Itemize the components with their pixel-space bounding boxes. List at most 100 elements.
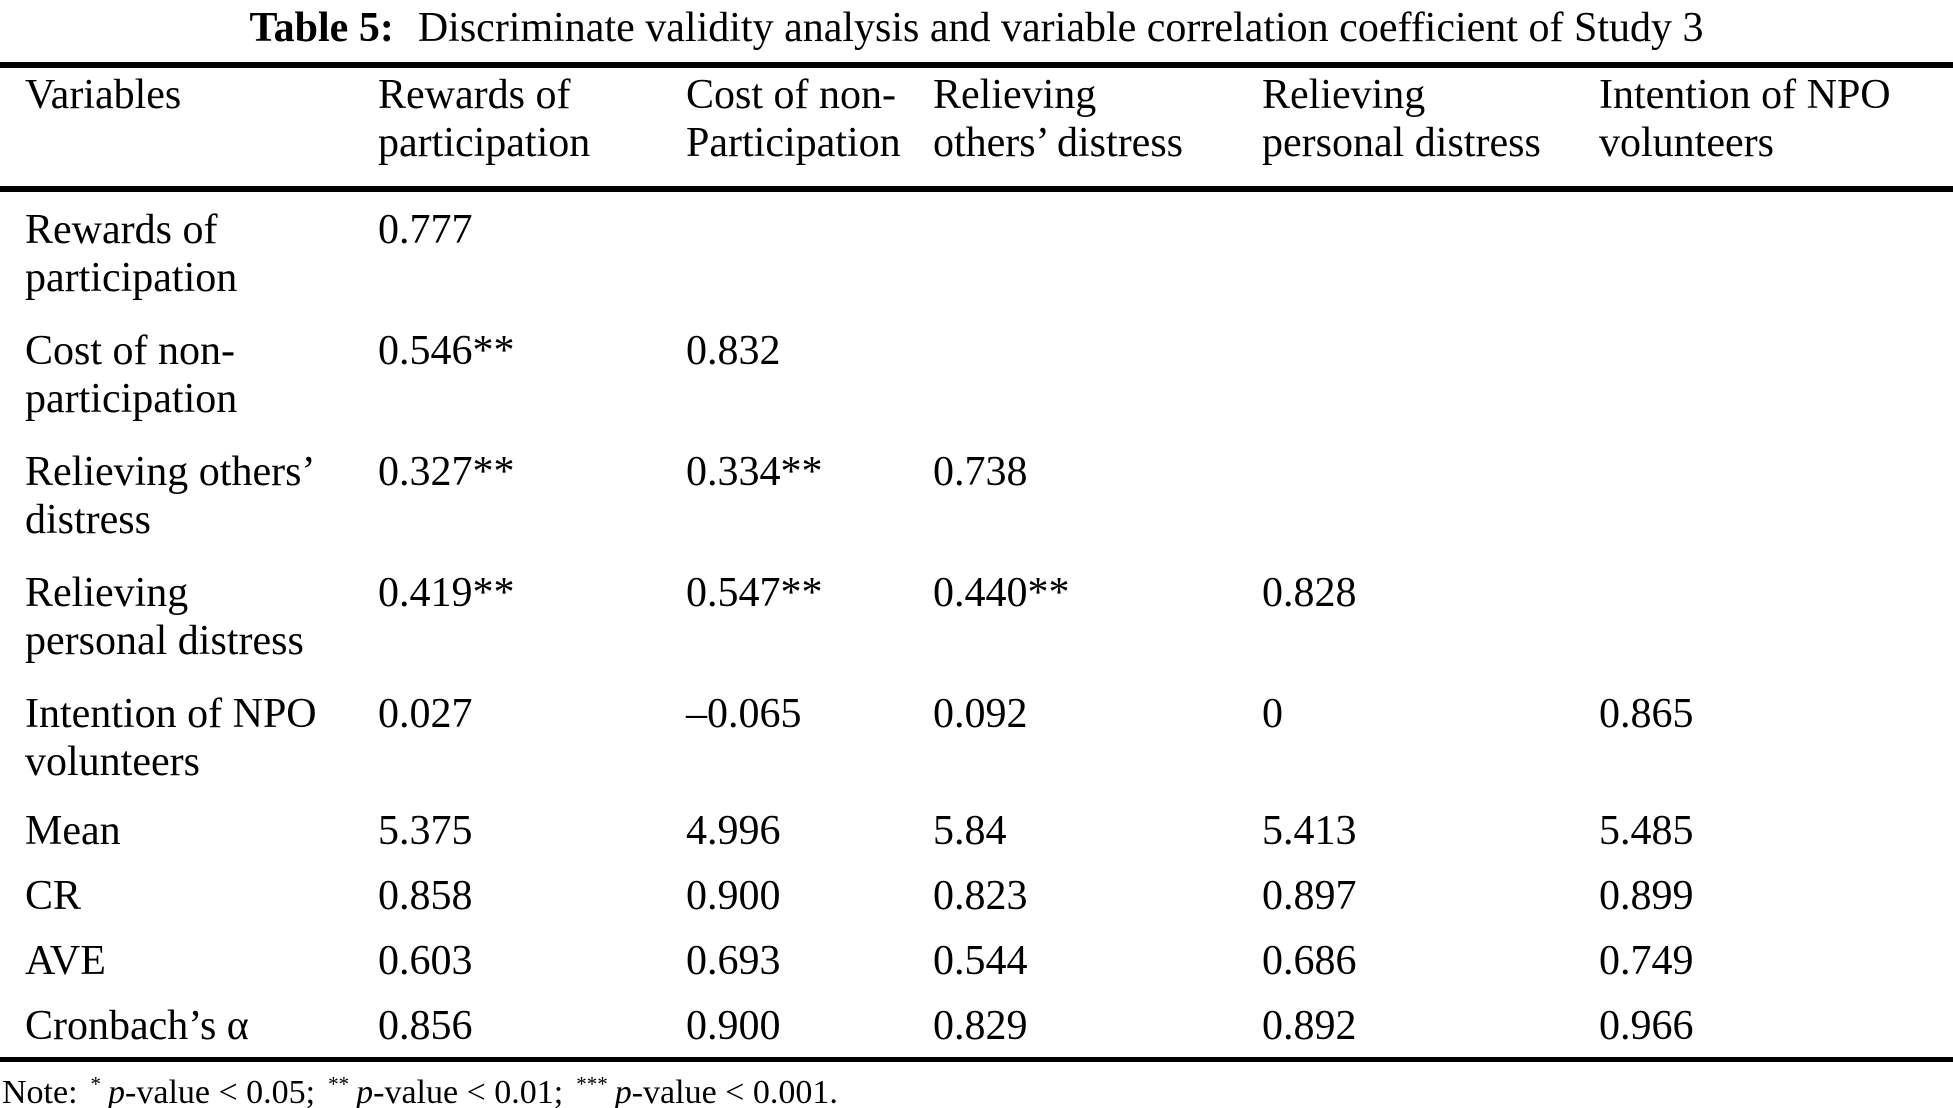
table-cell [1599,555,1953,676]
table-cell: 0.327** [378,449,515,495]
table-cell: 0.829 [933,1003,1028,1049]
p-symbol: p [614,1074,632,1108]
table-cell: –0.065 [686,691,802,737]
table-cell: 0.858 [378,873,473,919]
row-label-line: Cost of non- [25,328,235,374]
table-cell: 0.544 [933,938,1028,984]
table-row: Relieving others’ distress 0.327** 0.334… [0,434,1953,555]
row-label-mean: Mean [0,797,378,862]
table-cell: 0.900 [686,873,781,919]
p-symbol: p [356,1074,374,1108]
table-cell: 0.749 [1599,938,1694,984]
col-header-relieving-others: Relieving others’ distress [933,65,1262,192]
table-cell: 0.440** [933,570,1070,616]
table-cell: 0 [1262,691,1283,737]
note-text: -value < 0.05; [125,1074,316,1108]
table-cell: 0.546** [378,328,515,374]
correlation-table: Variables Rewards of participation Cost … [0,62,1953,1062]
table-cell [1262,189,1599,313]
table-cell: 0.693 [686,938,781,984]
table-cell: 5.413 [1262,808,1357,854]
table-cell: 0.334** [686,449,823,495]
table-header: Variables Rewards of participation Cost … [0,65,1953,192]
table-row: Mean 5.375 4.996 5.84 5.413 5.485 [0,797,1953,862]
row-label-line: participation [25,376,238,422]
col-header-intention: Intention of NPO volunteers [1599,65,1953,192]
significance-stars: ** [328,1071,350,1096]
row-label-cronbach: Cronbach’s α [0,992,378,1060]
row-label-line: volunteers [25,739,200,785]
col-header-cost: Cost of non- Participation [686,65,933,192]
table-cell: 0.832 [686,328,781,374]
table-cell [686,189,933,313]
row-label-ave: AVE [0,927,378,992]
table-cell: 0.419** [378,570,515,616]
header-line: Relieving [933,72,1097,118]
table-row: Cost of non- participation 0.546** 0.832 [0,313,1953,434]
table-cell [1599,313,1953,434]
table-body: Rewards of participation 0.777 Cost of n… [0,189,1953,1060]
table-cell [1262,434,1599,555]
table-cell [1262,313,1599,434]
table-cell: 0.686 [1262,938,1357,984]
table-cell [933,189,1262,313]
row-label-relieving-others: Relieving others’ distress [0,434,378,555]
header-line: volunteers [1599,120,1774,166]
row-label-cr: CR [0,862,378,927]
table-cell: 0.092 [933,691,1028,737]
header-row: Variables Rewards of participation Cost … [0,65,1953,192]
header-line: Cost of non- [686,72,896,118]
note-item: *** p-value < 0.001. [563,1073,838,1108]
table-caption: Discriminate validity analysis and varia… [417,5,1704,51]
table-cell: 5.84 [933,808,1007,854]
table-cell [933,313,1262,434]
note-text: -value < 0.001. [631,1074,838,1108]
row-label-line: personal distress [25,618,304,664]
table-cell: 0.828 [1262,570,1357,616]
header-line: others’ distress [933,120,1184,166]
note-label: Note: [2,1074,78,1108]
table-cell: 0.897 [1262,873,1357,919]
header-line: participation [378,120,591,166]
header-line: personal distress [1262,120,1541,166]
table-cell [1599,434,1953,555]
header-line: Rewards of [378,72,571,118]
table-cell: 0.547** [686,570,823,616]
table-row: Intention of NPO volunteers 0.027 –0.065… [0,676,1953,797]
row-label-intention: Intention of NPO volunteers [0,676,378,797]
table-row: Relieving personal distress 0.419** 0.54… [0,555,1953,676]
table-cell: 0.892 [1262,1003,1357,1049]
table-cell: 0.603 [378,938,473,984]
row-label-line: AVE [25,938,106,984]
table-number-label: Table 5: [249,5,394,51]
col-header-rewards: Rewards of participation [378,65,686,192]
table-row: Cronbach’s α 0.856 0.900 0.829 0.892 0.9… [0,992,1953,1060]
table-cell: 0.899 [1599,873,1694,919]
table-cell: 0.966 [1599,1003,1694,1049]
header-line: Relieving [1262,72,1426,118]
row-label-line: Intention of NPO [25,691,317,737]
significance-stars: * [90,1071,102,1096]
table-cell: 5.375 [378,808,473,854]
col-header-relieving-personal: Relieving personal distress [1262,65,1599,192]
row-label-line: Mean [25,808,121,854]
table-cell: 0.738 [933,449,1028,495]
table-cell: 0.027 [378,691,473,737]
table-row: AVE 0.603 0.693 0.544 0.686 0.749 [0,927,1953,992]
row-label-cost: Cost of non- participation [0,313,378,434]
row-label-line: Cronbach’s α [25,1003,249,1049]
row-label-line: Rewards of [25,207,218,253]
table-note: Note: * p-value < 0.05; ** p-value < 0.01; **… [2,1073,1953,1108]
table-cell: 0.856 [378,1003,473,1049]
row-label-line: Relieving [25,570,189,616]
p-symbol: p [108,1074,126,1108]
row-label-relieving-personal: Relieving personal distress [0,555,378,676]
row-label-rewards: Rewards of participation [0,189,378,313]
row-label-line: participation [25,255,238,301]
table-cell: 4.996 [686,808,781,854]
table-title: Table 5: Discriminate validity analysis a… [0,0,1953,62]
row-label-line: distress [25,497,151,543]
table-cell: 5.485 [1599,808,1694,854]
table-cell: 0.823 [933,873,1028,919]
